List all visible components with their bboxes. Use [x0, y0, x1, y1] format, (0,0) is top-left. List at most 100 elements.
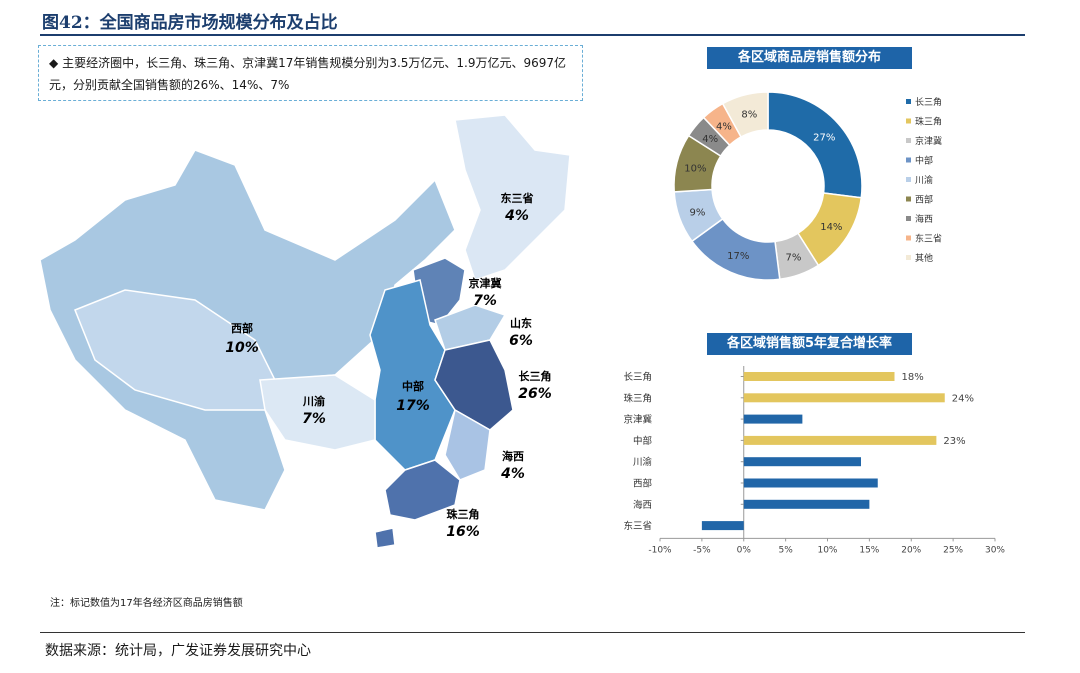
legend-label: 川渝: [915, 174, 933, 186]
map-label-value: 4%: [504, 208, 529, 224]
category-label: 西部: [633, 478, 652, 490]
map-label-value: 26%: [518, 386, 552, 402]
title-divider: [40, 34, 1025, 36]
category-label: 东三省: [623, 520, 652, 532]
map-label-name: 中部: [402, 379, 424, 393]
donut-chart: 27% 14% 7% 17% 9% 10% 4% 4% 8% 长三角珠三角京津冀中部川渝西部海西…: [673, 91, 942, 281]
legend-label: 西部: [915, 194, 933, 206]
legend-label: 其他: [915, 252, 933, 264]
category-label: 长三角: [623, 371, 652, 383]
bar-data-label: 18%: [902, 372, 924, 383]
map-label-jingjinji: 京津冀 7%: [469, 276, 502, 309]
growth-bar: [743, 372, 895, 381]
donut-data-label: 8%: [741, 109, 757, 120]
growth-bar: [743, 499, 870, 509]
growth-bar: [701, 521, 744, 531]
map-label-name: 东三省: [501, 191, 534, 205]
map-label-value: 4%: [500, 466, 525, 482]
map-label-sichuan-chongqing: 川渝 7%: [302, 394, 326, 427]
china-region-map: 东三省 4% 京津冀 7% 山东 6% 西部 10% 中部 17% 长三角 26…: [39, 114, 571, 549]
map-label-name: 长三角: [519, 369, 552, 383]
map-label-value: 7%: [473, 293, 497, 309]
legend-label: 京津冀: [915, 135, 942, 147]
legend-label: 长三角: [915, 96, 942, 108]
x-tick-label: 10%: [817, 545, 837, 555]
map-region-shandong: [434, 304, 507, 351]
x-tick-label: -5%: [693, 545, 711, 555]
footnote: 注：标记数值为17年各经济区商品房销售额: [50, 598, 243, 609]
map-region-west: [39, 149, 456, 511]
map-region-pearl-delta: [384, 459, 461, 521]
map-label-shandong: 山东 6%: [509, 316, 533, 349]
donut-data-label: 7%: [785, 253, 801, 264]
page-title: 图42：全国商品房市场规模分布及占比: [42, 13, 338, 33]
map-label-west: 西部 10%: [225, 321, 259, 356]
legend-swatch: [906, 138, 911, 143]
donut-data-label: 9%: [689, 207, 705, 218]
map-region-west-straits: [444, 408, 491, 481]
donut-data-label: 4%: [702, 134, 718, 145]
map-region-yangtze-delta: [434, 339, 514, 431]
summary-note: ◆ 主要经济圈中，长三角、珠三角、京津冀17年销售规模分别为3.5万亿元、1.9…: [38, 45, 583, 101]
category-label: 川渝: [633, 456, 653, 468]
legend-swatch: [906, 177, 911, 182]
map-label-value: 7%: [302, 411, 326, 427]
category-label: 珠三角: [623, 392, 652, 404]
growth-bar: [743, 393, 945, 403]
legend-label: 珠三角: [915, 116, 942, 128]
category-label: 中部: [633, 435, 652, 447]
donut-data-label: 17%: [727, 251, 749, 262]
x-tick-label: 0%: [737, 545, 752, 555]
map-region-northeast: [454, 114, 571, 281]
map-label-name: 西部: [231, 321, 253, 335]
map-label-northeast: 东三省 4%: [501, 191, 534, 224]
map-label-yangtze-delta: 长三角 26%: [518, 369, 552, 402]
legend-label: 中部: [915, 155, 933, 167]
legend-label: 海西: [915, 213, 933, 225]
map-label-west-straits: 海西 4%: [500, 449, 525, 482]
legend-swatch: [906, 255, 911, 260]
donut-title: 各区域商品房销售额分布: [707, 47, 912, 69]
donut-data-label: 14%: [820, 222, 842, 233]
legend-swatch: [906, 99, 911, 104]
map-label-value: 16%: [446, 524, 480, 540]
donut-data-label: 10%: [684, 163, 706, 174]
legend-swatch: [906, 118, 911, 124]
bar-data-label: 23%: [943, 436, 965, 447]
summary-text: 主要经济圈中，长三角、珠三角、京津冀17年销售规模分别为3.5万亿元、1.9万亿…: [49, 56, 567, 92]
bullet-icon: ◆: [49, 56, 59, 70]
growth-bar: [743, 457, 861, 467]
legend-swatch: [906, 196, 911, 202]
donut-slice: [767, 91, 863, 199]
x-tick-label: 15%: [859, 545, 879, 555]
donut-data-label: 27%: [813, 132, 835, 143]
x-tick-label: 5%: [778, 545, 793, 555]
map-region-hainan: [374, 527, 396, 549]
source-divider: [40, 632, 1025, 633]
x-tick-label: 25%: [943, 545, 963, 555]
map-label-value: 10%: [225, 340, 259, 356]
map-label-value: 6%: [509, 333, 533, 349]
map-label-name: 珠三角: [447, 507, 480, 521]
category-label: 京津冀: [623, 414, 652, 426]
x-tick-label: 30%: [985, 545, 1005, 555]
map-label-pearl-delta: 珠三角 16%: [446, 507, 480, 540]
map-label-central: 中部 17%: [396, 379, 430, 414]
data-source: 数据来源：统计局，广发证券发展研究中心: [45, 643, 311, 659]
legend-swatch: [906, 157, 911, 163]
x-tick-label: 20%: [901, 545, 921, 555]
map-region-sichuan-chongqing: [259, 374, 376, 451]
legend-label: 东三省: [915, 233, 942, 245]
map-label-name: 川渝: [302, 394, 326, 408]
legend-swatch: [906, 235, 911, 241]
map-label-name: 京津冀: [469, 276, 502, 290]
growth-bar: [743, 478, 878, 488]
bar-chart-title: 各区域销售额5年复合增长率: [707, 333, 912, 355]
growth-bar: [743, 435, 937, 445]
map-label-name: 海西: [502, 449, 524, 463]
donut-slice: [721, 91, 769, 138]
category-label: 海西: [633, 499, 652, 511]
map-label-name: 山东: [510, 316, 532, 330]
x-tick-label: -10%: [648, 545, 672, 555]
